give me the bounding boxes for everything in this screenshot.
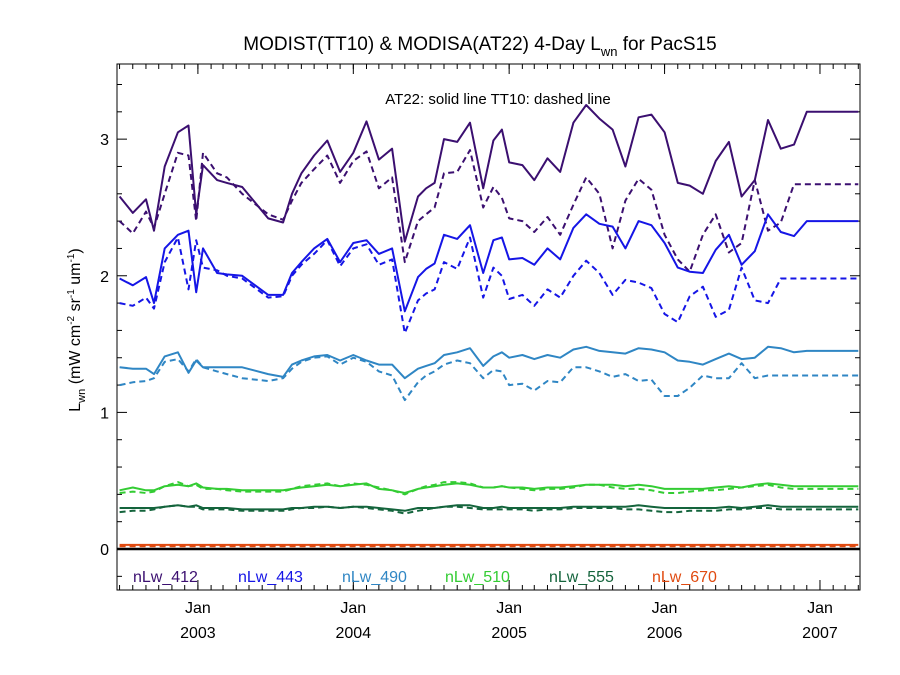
x-tick-label: 2004	[336, 625, 372, 642]
x-tick-label: Jan	[807, 600, 833, 617]
x-tick-label: Jan	[652, 600, 678, 617]
chart-title: MODIST(TT10) & MODISA(AT22) 4-Day Lwn fo…	[243, 34, 716, 59]
plot-frame	[116, 63, 861, 591]
y-tick-label: 2	[100, 269, 109, 286]
series-line-nLw_555-solid	[119, 504, 859, 512]
x-tick-label: Jan	[185, 600, 211, 617]
series-line-nLw_510-solid	[119, 482, 859, 494]
series-line-nLw_443-solid	[119, 213, 859, 313]
legend-item-nLw_443: nLw_443	[238, 569, 303, 586]
legend-item-nLw_490: nLw_490	[342, 569, 407, 586]
x-tick-label: 2006	[647, 625, 683, 642]
legend-item-nLw_412: nLw_412	[133, 569, 198, 586]
series-line-nLw_443-dashed	[119, 236, 859, 335]
plot-area: 0 1 2 3 Jan 2003 Jan 2004 Jan 2005 Jan 2006 Jan 2007 n…	[100, 64, 860, 642]
y-tick-label: 1	[100, 405, 109, 422]
chart-annotation: AT22: solid line TT10: dashed line	[385, 91, 610, 108]
legend-item-nLw_670: nLw_670	[652, 569, 717, 586]
x-tick-label: Jan	[496, 600, 522, 617]
y-tick-label: 3	[100, 132, 109, 149]
series-line-nLw_412-dashed	[118, 149, 859, 273]
series-line-nLw_490-solid	[119, 345, 859, 380]
y-axis-label: Lwn (mW cm-2 sr-1 um-1)	[66, 248, 88, 411]
x-tick-label: 2007	[802, 625, 838, 642]
x-tick-label: 2003	[180, 625, 216, 642]
legend-item-nLw_555: nLw_555	[549, 569, 614, 586]
x-tick-label: 2005	[491, 625, 527, 642]
x-tick-label: Jan	[340, 600, 366, 617]
series-line-nLw_490-dashed	[119, 355, 859, 402]
y-tick-label: 0	[100, 542, 109, 559]
legend-item-nLw_510: nLw_510	[445, 569, 510, 586]
series-line-nLw_555-dashed	[119, 504, 859, 515]
series-line-nLw_412-solid	[118, 104, 859, 243]
